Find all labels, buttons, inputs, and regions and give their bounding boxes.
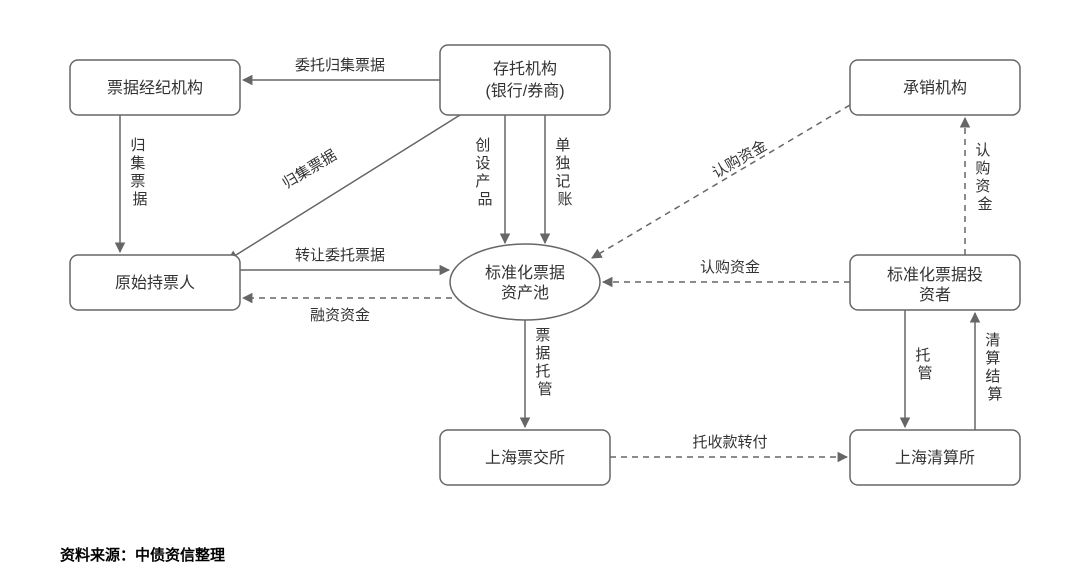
edge-label-e10: 票 据 托 管 [535,327,554,398]
node-shqcs-label: 上海清算所 [895,448,975,467]
edge-label-e1: 委托归集票据 [295,57,385,74]
edge-label-e4: 转让委托票据 [295,247,385,264]
edge-label-e11: 托收款转付 [692,434,767,451]
node-custody [440,45,610,115]
flow-diagram: 委托归集票据 归 集 票 据 归集票据 转让委托票据 融资资金 创 设 产 品 … [0,0,1080,580]
node-investor-label2: 资者 [919,286,951,304]
node-custody-label2: (银行/券商) [485,82,564,100]
edge-custody-to-holder [228,115,460,260]
edge-label-e12: 托 管 [915,347,934,382]
edge-label-e7: 认购资金 [709,137,769,182]
edge-label-e13: 清 算 结 算 [985,332,1004,403]
node-investor-label1: 标准化票据投 [887,266,983,284]
edge-label-e8: 认 购 资 金 [975,142,994,213]
edge-label-e2: 归 集 票 据 [130,137,149,208]
edge-label-e6b: 单 独 记 账 [555,137,574,208]
edge-label-e3: 归集票据 [280,147,340,192]
edge-label-e5: 融资资金 [310,307,370,324]
edge-label-e9: 认购资金 [700,259,760,276]
node-pool-label2: 资产池 [501,284,549,302]
node-custody-label1: 存托机构 [493,60,557,78]
edge-under-to-pool [592,105,850,258]
node-underwriter-label: 承销机构 [903,79,967,97]
node-holder-label: 原始持票人 [115,274,195,292]
source-line: 资料来源：中债资信整理 [60,546,225,564]
node-shpjs-label: 上海票交所 [485,449,565,467]
node-broker-label: 票据经纪机构 [107,79,203,97]
node-pool-label1: 标准化票据 [485,264,565,282]
edge-label-e6a: 创 设 产 品 [475,137,494,208]
